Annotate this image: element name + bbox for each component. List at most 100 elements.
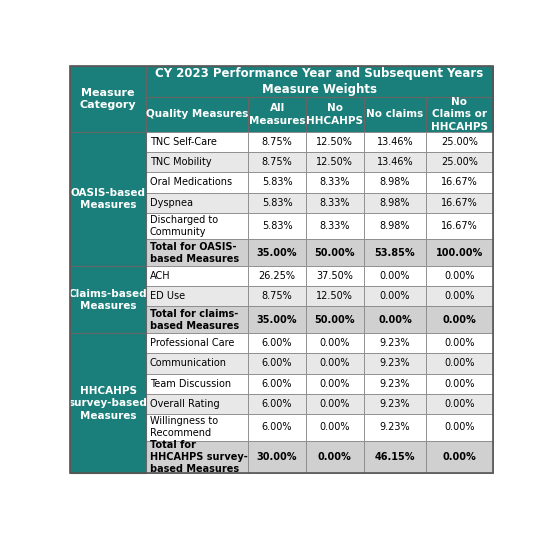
Bar bbox=[364, 132, 426, 153]
Text: 0.00%: 0.00% bbox=[320, 398, 350, 409]
Text: 0.00%: 0.00% bbox=[380, 292, 410, 301]
Text: 35.00%: 35.00% bbox=[257, 315, 298, 325]
Bar bbox=[306, 240, 364, 266]
Bar bbox=[306, 394, 364, 413]
Bar bbox=[426, 193, 492, 213]
Bar bbox=[364, 213, 426, 240]
Text: 0.00%: 0.00% bbox=[442, 452, 476, 462]
Bar bbox=[146, 193, 249, 213]
Text: 8.75%: 8.75% bbox=[262, 137, 293, 147]
Bar bbox=[426, 286, 492, 307]
Text: Oral Medications: Oral Medications bbox=[150, 177, 232, 187]
Bar bbox=[249, 374, 306, 394]
Bar bbox=[146, 132, 249, 153]
Bar bbox=[364, 413, 426, 440]
Bar bbox=[306, 132, 364, 153]
Bar bbox=[364, 374, 426, 394]
Text: 16.67%: 16.67% bbox=[441, 221, 478, 231]
Text: 50.00%: 50.00% bbox=[315, 315, 355, 325]
Text: Measure
Category: Measure Category bbox=[80, 88, 137, 110]
Bar bbox=[306, 213, 364, 240]
Text: No
Claims or
HHCAHPS: No Claims or HHCAHPS bbox=[431, 97, 488, 132]
Text: 30.00%: 30.00% bbox=[257, 452, 298, 462]
Text: 0.00%: 0.00% bbox=[444, 338, 474, 349]
Text: 9.23%: 9.23% bbox=[379, 422, 410, 432]
Text: ACH: ACH bbox=[150, 271, 171, 281]
Bar bbox=[306, 307, 364, 333]
Text: 25.00%: 25.00% bbox=[441, 157, 478, 168]
Text: CY 2023 Performance Year and Subsequent Years
Measure Weights: CY 2023 Performance Year and Subsequent … bbox=[155, 67, 484, 96]
Bar bbox=[249, 266, 306, 286]
Bar bbox=[306, 97, 364, 132]
Text: 8.98%: 8.98% bbox=[380, 198, 410, 208]
Bar bbox=[426, 266, 492, 286]
Bar bbox=[426, 374, 492, 394]
Bar bbox=[249, 172, 306, 193]
Text: Communication: Communication bbox=[150, 359, 227, 368]
Text: 0.00%: 0.00% bbox=[320, 379, 350, 389]
Bar bbox=[306, 153, 364, 172]
Text: 5.83%: 5.83% bbox=[262, 221, 293, 231]
Bar bbox=[249, 333, 306, 353]
Bar bbox=[426, 240, 492, 266]
Bar bbox=[249, 213, 306, 240]
Text: 8.75%: 8.75% bbox=[262, 157, 293, 168]
Bar bbox=[146, 153, 249, 172]
Bar bbox=[306, 193, 364, 213]
Text: 0.00%: 0.00% bbox=[444, 422, 474, 432]
Bar bbox=[306, 333, 364, 353]
Text: 8.33%: 8.33% bbox=[320, 177, 350, 187]
Text: 8.98%: 8.98% bbox=[380, 177, 410, 187]
Text: 0.00%: 0.00% bbox=[318, 452, 352, 462]
Bar bbox=[146, 440, 249, 473]
Bar bbox=[306, 413, 364, 440]
Bar bbox=[364, 333, 426, 353]
Bar bbox=[426, 394, 492, 413]
Bar bbox=[364, 193, 426, 213]
Bar bbox=[364, 286, 426, 307]
Text: 46.15%: 46.15% bbox=[374, 452, 415, 462]
Bar bbox=[146, 353, 249, 374]
Bar bbox=[249, 307, 306, 333]
Text: 0.00%: 0.00% bbox=[444, 292, 474, 301]
Text: 6.00%: 6.00% bbox=[262, 359, 293, 368]
Text: OASIS-based
Measures: OASIS-based Measures bbox=[71, 188, 145, 211]
Bar bbox=[146, 266, 249, 286]
Bar bbox=[306, 440, 364, 473]
Bar bbox=[249, 413, 306, 440]
Bar bbox=[364, 307, 426, 333]
Bar bbox=[146, 66, 492, 97]
Bar bbox=[249, 353, 306, 374]
Text: 6.00%: 6.00% bbox=[262, 422, 293, 432]
Text: 5.83%: 5.83% bbox=[262, 177, 293, 187]
Text: 9.23%: 9.23% bbox=[379, 379, 410, 389]
Bar bbox=[364, 153, 426, 172]
Text: TNC Mobility: TNC Mobility bbox=[150, 157, 211, 168]
Text: 0.00%: 0.00% bbox=[444, 379, 474, 389]
Text: 26.25%: 26.25% bbox=[259, 271, 295, 281]
Text: 0.00%: 0.00% bbox=[380, 271, 410, 281]
Bar bbox=[364, 394, 426, 413]
Bar bbox=[426, 307, 492, 333]
Text: 13.46%: 13.46% bbox=[377, 157, 413, 168]
Text: 12.50%: 12.50% bbox=[316, 157, 353, 168]
Text: 9.23%: 9.23% bbox=[379, 338, 410, 349]
Text: 50.00%: 50.00% bbox=[315, 248, 355, 258]
Bar bbox=[306, 353, 364, 374]
Bar bbox=[426, 333, 492, 353]
Text: Dyspnea: Dyspnea bbox=[150, 198, 193, 208]
Bar bbox=[70, 266, 146, 333]
Bar bbox=[426, 213, 492, 240]
Text: 8.33%: 8.33% bbox=[320, 221, 350, 231]
Bar bbox=[426, 172, 492, 193]
Text: 0.00%: 0.00% bbox=[320, 338, 350, 349]
Bar bbox=[146, 213, 249, 240]
Bar bbox=[249, 97, 306, 132]
Text: 8.33%: 8.33% bbox=[320, 198, 350, 208]
Bar bbox=[249, 394, 306, 413]
Text: 35.00%: 35.00% bbox=[257, 248, 298, 258]
Bar bbox=[364, 353, 426, 374]
Bar bbox=[146, 333, 249, 353]
Bar bbox=[306, 374, 364, 394]
Text: 13.46%: 13.46% bbox=[377, 137, 413, 147]
